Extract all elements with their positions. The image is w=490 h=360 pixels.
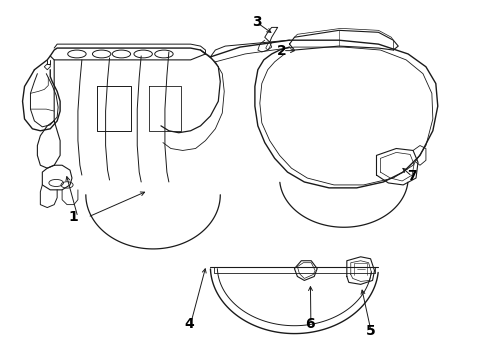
Text: 6: 6 — [306, 316, 315, 330]
Text: 2: 2 — [276, 44, 286, 58]
Text: 5: 5 — [366, 324, 376, 338]
Text: 7: 7 — [407, 170, 417, 184]
Text: 3: 3 — [252, 15, 262, 29]
Text: 1: 1 — [68, 210, 78, 224]
Text: 4: 4 — [184, 316, 194, 330]
